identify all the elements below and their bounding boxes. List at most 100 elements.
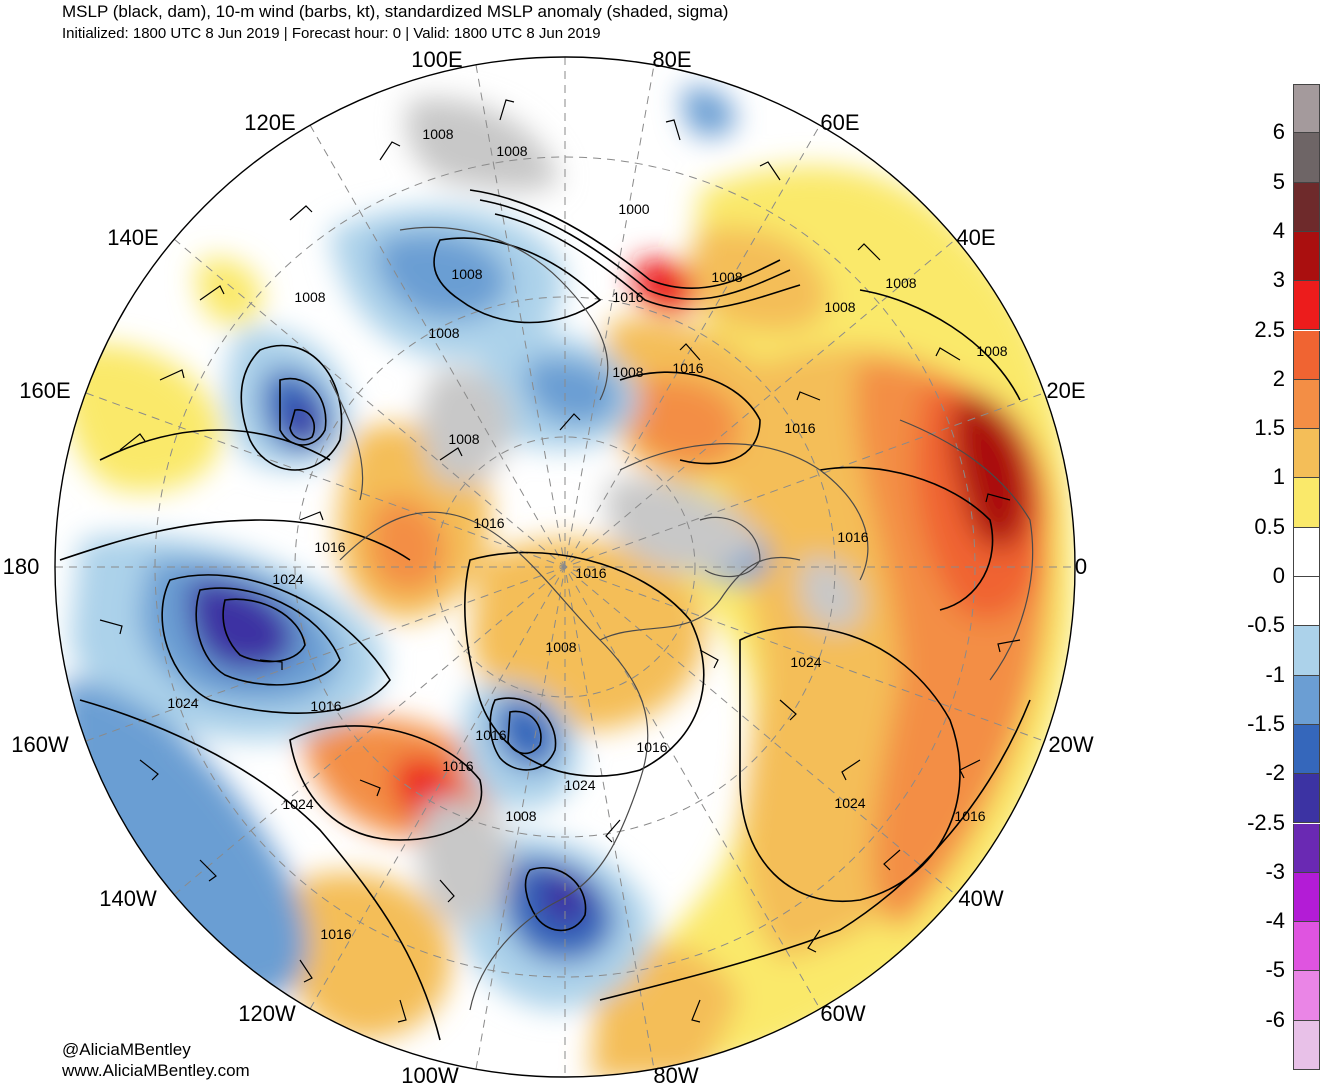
colorbar-label: 6 (1272, 119, 1285, 145)
pressure-label: 1024 (282, 796, 313, 812)
colorbar-swatch (1293, 823, 1320, 873)
colorbar-swatch (1293, 429, 1320, 479)
pressure-label: 1008 (885, 275, 916, 291)
pressure-label: 1008 (428, 325, 459, 341)
pressure-label: 1008 (448, 431, 479, 447)
colorbar-label: 1.5 (1254, 415, 1285, 441)
isobars (59, 189, 1031, 1041)
pressure-label: 1024 (790, 654, 821, 670)
lon-label-160e: 160E (19, 378, 70, 403)
lon-label-40w: 40W (958, 886, 1003, 911)
pressure-label: 1016 (612, 289, 643, 305)
lon-label-60e: 60E (820, 110, 859, 135)
lon-label-80e: 80E (652, 47, 691, 72)
colorbar-swatch (1293, 872, 1320, 923)
colorbar-swatch (1293, 1020, 1320, 1070)
colorbar-label: 4 (1272, 217, 1285, 243)
anomaly-colorbar: 6 5 4 3 2.5 2 1.5 1 0.5 0 -0.5 -1 -1.5 -2 -2.5 -3 -4 -5 -6 (1230, 80, 1323, 1080)
colorbar-swatch (1293, 774, 1320, 824)
lon-label-100w: 100W (401, 1063, 459, 1086)
lon-label-180: 180 (3, 554, 40, 579)
colorbar-swatch (1293, 971, 1320, 1021)
colorbar-label: -0.5 (1247, 612, 1285, 638)
lon-label-160w: 160W (11, 732, 69, 757)
colorbar-swatch (1293, 330, 1320, 380)
map-subtitle: Initialized: 1800 UTC 8 Jun 2019 | Forec… (62, 25, 601, 42)
lon-label-40e: 40E (956, 225, 995, 250)
pressure-label: 1008 (976, 343, 1007, 359)
colorbar-label: -2 (1265, 760, 1285, 786)
pressure-label: 1016 (954, 808, 985, 824)
colorbar-swatch (1293, 182, 1320, 232)
pressure-labels: 1008 1008 1000 1008 1008 1016 1008 1008 … (167, 126, 1007, 942)
colorbar-swatch (1293, 922, 1320, 972)
lon-label-120e: 120E (244, 110, 295, 135)
colorbar-swatch (1293, 577, 1320, 627)
lon-label-120w: 120W (238, 1001, 296, 1026)
pressure-label: 1016 (310, 698, 341, 714)
colorbar-label: 2.5 (1254, 316, 1285, 342)
colorbar-label: 0.5 (1254, 513, 1285, 539)
pressure-label: 1016 (837, 529, 868, 545)
colorbar-label: -1 (1265, 661, 1285, 687)
colorbar-swatch (1293, 281, 1320, 331)
pressure-label: 1016 (475, 727, 506, 743)
coastlines (329, 226, 1034, 1011)
colorbar-label: -5 (1265, 957, 1285, 983)
pressure-label: 1008 (451, 266, 482, 282)
pressure-label: 1016 (636, 739, 667, 755)
pressure-label: 1024 (167, 695, 198, 711)
colorbar-swatch (1293, 626, 1320, 676)
pressure-label: 1016 (575, 565, 606, 581)
lon-label-140w: 140W (99, 886, 157, 911)
pressure-label: 1008 (505, 808, 536, 824)
colorbar-swatch (1293, 133, 1320, 183)
pressure-label: 1016 (320, 926, 351, 942)
lon-label-20w: 20W (1048, 732, 1093, 757)
colorbar-swatch (1293, 724, 1320, 775)
pressure-label: 1008 (294, 289, 325, 305)
lon-label-140e: 140E (107, 225, 158, 250)
colorbar-label: -6 (1265, 1006, 1285, 1032)
lon-label-0: 0 (1075, 554, 1087, 579)
map-boundary (54, 56, 1076, 1078)
pressure-label: 1024 (834, 795, 865, 811)
pressure-label: 1016 (784, 420, 815, 436)
colorbar-label: -4 (1265, 908, 1285, 934)
pressure-label: 1024 (564, 777, 595, 793)
lon-label-60w: 60W (820, 1001, 865, 1026)
longitude-labels: 100E 80E 120E 60E 140E 40E 160E 20E 180 … (3, 47, 1094, 1086)
colorbar-label: -3 (1265, 858, 1285, 884)
colorbar-label: 2 (1272, 365, 1285, 391)
colorbar-swatch (1293, 527, 1320, 577)
lon-label-100e: 100E (411, 47, 462, 72)
pressure-label: 1008 (545, 639, 576, 655)
colorbar-label: 1 (1272, 464, 1285, 490)
pressure-label: 1016 (473, 515, 504, 531)
pressure-label: 1008 (711, 269, 742, 285)
colorbar-label: 5 (1272, 168, 1285, 194)
pressure-label: 1016 (314, 539, 345, 555)
credit-website: www.AliciaMBentley.com (62, 1061, 250, 1080)
colorbar-swatch (1293, 379, 1320, 430)
wind-barbs (99, 99, 1021, 1023)
colorbar-swatch (1293, 231, 1320, 282)
graticule (55, 57, 1075, 1077)
colorbar-swatch (1293, 478, 1320, 528)
pressure-label: 1008 (824, 299, 855, 315)
map-title: MSLP (black, dam), 10-m wind (barbs, kt)… (62, 2, 729, 21)
pressure-label: 1024 (272, 571, 303, 587)
pressure-label: 1008 (612, 364, 643, 380)
pressure-label: 1000 (618, 201, 649, 217)
colorbar-label: -1.5 (1247, 710, 1285, 736)
colorbar-label: 3 (1272, 267, 1285, 293)
colorbar-swatch (1293, 675, 1320, 725)
colorbar-label: -2.5 (1247, 809, 1285, 835)
credit-handle: @AliciaMBentley (62, 1040, 191, 1059)
lon-label-80w: 80W (653, 1063, 698, 1086)
pressure-label: 1016 (442, 758, 473, 774)
pressure-label: 1008 (496, 143, 527, 159)
lon-label-20e: 20E (1046, 378, 1085, 403)
